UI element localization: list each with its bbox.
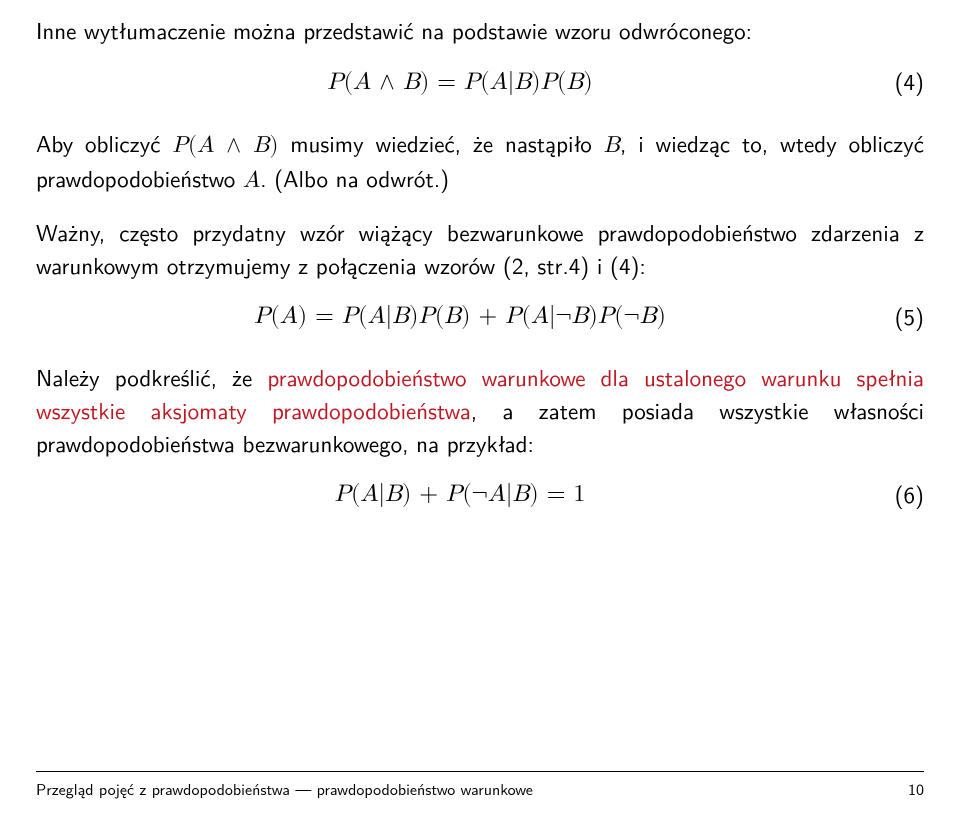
p4-text-a: Należy podkreślić, że [36, 360, 267, 394]
intro-paragraph: Inne wytłumaczenie można przedstawić na … [36, 14, 924, 47]
footer-page-number: 10 [908, 778, 924, 801]
equation-4-row: P(A ∧ B) = P(A|B)P(B) (4) [36, 65, 924, 99]
equation-5-row: P(A) = P(A|B)P(B) + P(A|¬B)P(¬B) (5) [36, 299, 924, 333]
page-footer: Przegląd pojęć z prawdopodobieństwa — pr… [36, 771, 924, 801]
p2-math-1: P(A ∧ B) [172, 134, 278, 157]
equation-5-number: (5) [884, 300, 924, 333]
equation-5: P(A) = P(A|B)P(B) + P(A|¬B)P(¬B) [36, 299, 884, 333]
footer-section-title: Przegląd pojęć z prawdopodobieństwa — pr… [36, 778, 533, 801]
equation-6: P(A|B) + P(¬A|B) = 1 [36, 477, 884, 511]
equation-6-number: (6) [884, 478, 924, 511]
p2-math-2: B [604, 134, 620, 157]
paragraph-4: Należy podkreślić, że prawdopodobieństwo… [36, 361, 924, 459]
paragraph-2: Aby obliczyć P(A ∧ B) musimy wiedzieć, ż… [36, 127, 924, 198]
p2-text-d: . (Albo na odwrót.) [260, 161, 449, 195]
paragraph-3: Ważny, często przydatny wzór wiążący bez… [36, 216, 924, 281]
equation-6-row: P(A|B) + P(¬A|B) = 1 (6) [36, 477, 924, 511]
equation-4: P(A ∧ B) = P(A|B)P(B) [36, 65, 884, 99]
p2-text-a: Aby obliczyć [36, 126, 172, 160]
equation-4-number: (4) [884, 65, 924, 98]
p2-math-3: A [243, 169, 260, 192]
p2-text-b: musimy wiedzieć, że nastąpiło [278, 126, 603, 160]
